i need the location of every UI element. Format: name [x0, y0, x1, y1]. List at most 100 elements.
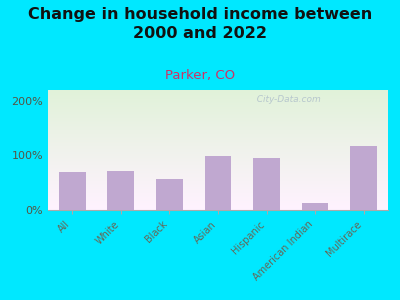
Bar: [253, 158, 280, 210]
Bar: [48, 169, 388, 170]
Bar: [48, 175, 388, 176]
Bar: [350, 146, 377, 210]
Bar: [48, 189, 388, 190]
Bar: [48, 98, 388, 99]
Bar: [48, 116, 388, 117]
Bar: [48, 143, 388, 144]
Bar: [48, 177, 388, 178]
Bar: [48, 144, 388, 145]
Bar: [48, 108, 388, 109]
Bar: [48, 178, 388, 179]
Bar: [48, 140, 388, 141]
Bar: [48, 134, 388, 135]
Bar: [48, 186, 388, 187]
Bar: [48, 137, 388, 138]
Bar: [48, 130, 388, 131]
Bar: [48, 184, 388, 185]
Bar: [156, 179, 183, 210]
Bar: [48, 97, 388, 98]
Bar: [48, 188, 388, 189]
Bar: [48, 90, 388, 91]
Bar: [48, 125, 388, 126]
Bar: [48, 148, 388, 149]
Bar: [48, 124, 388, 125]
Bar: [48, 99, 388, 100]
Bar: [48, 132, 388, 133]
Bar: [48, 202, 388, 203]
Bar: [48, 141, 388, 142]
Bar: [48, 205, 388, 206]
Bar: [48, 131, 388, 132]
Bar: [48, 96, 388, 97]
Bar: [48, 146, 388, 147]
Bar: [48, 204, 388, 205]
Bar: [48, 95, 388, 96]
Bar: [48, 126, 388, 127]
Bar: [48, 157, 388, 158]
Bar: [48, 106, 388, 107]
Bar: [48, 93, 388, 94]
Bar: [302, 203, 328, 210]
Text: Parker, CO: Parker, CO: [165, 69, 235, 82]
Bar: [48, 139, 388, 140]
Bar: [205, 156, 231, 210]
Bar: [48, 203, 388, 204]
Bar: [48, 195, 388, 196]
Bar: [48, 191, 388, 192]
Bar: [48, 152, 388, 153]
Bar: [48, 173, 388, 174]
Bar: [48, 135, 388, 136]
Bar: [48, 109, 388, 110]
Bar: [48, 100, 388, 101]
Bar: [48, 128, 388, 129]
Bar: [59, 172, 86, 210]
Bar: [48, 174, 388, 175]
Bar: [108, 171, 134, 210]
Bar: [48, 142, 388, 143]
Bar: [48, 101, 388, 102]
Bar: [48, 92, 388, 93]
Text: Change in household income between
2000 and 2022: Change in household income between 2000 …: [28, 8, 372, 41]
Bar: [48, 111, 388, 112]
Bar: [48, 185, 388, 186]
Bar: [48, 187, 388, 188]
Bar: [48, 113, 388, 114]
Bar: [48, 158, 388, 159]
Bar: [48, 114, 388, 115]
Bar: [48, 179, 388, 180]
Bar: [48, 118, 388, 119]
Bar: [48, 201, 388, 202]
Bar: [48, 181, 388, 182]
Bar: [48, 162, 388, 163]
Bar: [48, 150, 388, 151]
Bar: [48, 147, 388, 148]
Bar: [48, 160, 388, 161]
Bar: [48, 199, 388, 200]
Bar: [48, 133, 388, 134]
Bar: [48, 161, 388, 162]
Bar: [48, 104, 388, 105]
Bar: [48, 102, 388, 103]
Bar: [48, 198, 388, 199]
Bar: [48, 182, 388, 183]
Bar: [48, 105, 388, 106]
Bar: [48, 91, 388, 92]
Bar: [48, 117, 388, 118]
Bar: [48, 94, 388, 95]
Bar: [48, 155, 388, 156]
Bar: [48, 192, 388, 193]
Bar: [48, 163, 388, 164]
Bar: [48, 112, 388, 113]
Bar: [48, 151, 388, 152]
Bar: [48, 120, 388, 121]
Bar: [48, 129, 388, 130]
Bar: [48, 200, 388, 201]
Bar: [48, 115, 388, 116]
Bar: [48, 156, 388, 157]
Bar: [48, 103, 388, 104]
Bar: [48, 167, 388, 168]
Text: City-Data.com: City-Data.com: [251, 95, 321, 104]
Bar: [48, 193, 388, 194]
Bar: [48, 165, 388, 166]
Bar: [48, 149, 388, 150]
